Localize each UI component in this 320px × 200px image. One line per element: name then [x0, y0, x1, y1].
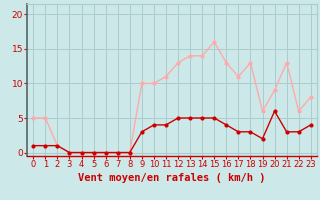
X-axis label: Vent moyen/en rafales ( km/h ): Vent moyen/en rafales ( km/h ) — [78, 173, 266, 183]
